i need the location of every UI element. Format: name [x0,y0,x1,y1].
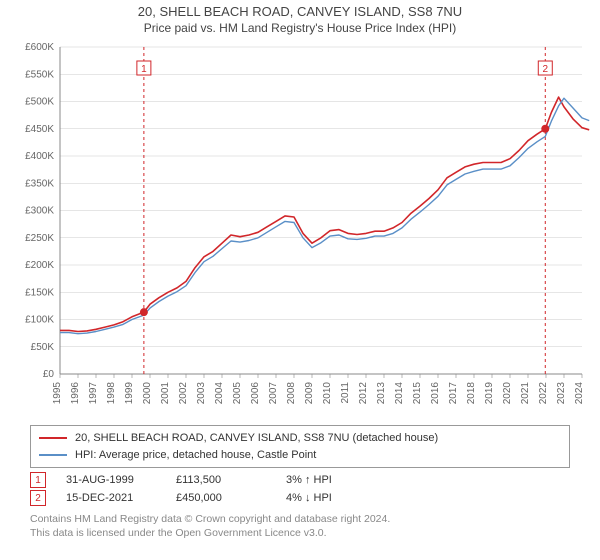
svg-text:2021: 2021 [520,382,531,405]
legend-item: HPI: Average price, detached house, Cast… [39,447,561,464]
legend-swatch [39,437,67,439]
svg-text:2011: 2011 [340,382,351,404]
svg-text:£400K: £400K [25,151,54,162]
svg-text:2023: 2023 [556,382,567,405]
svg-text:£600K: £600K [25,42,54,53]
svg-text:£50K: £50K [31,342,55,353]
chart-title: 20, SHELL BEACH ROAD, CANVEY ISLAND, SS8… [0,0,600,19]
svg-text:1997: 1997 [88,382,99,405]
svg-text:£550K: £550K [25,69,54,80]
chart-container: 20, SHELL BEACH ROAD, CANVEY ISLAND, SS8… [0,0,600,560]
transaction-date: 31-AUG-1999 [66,474,156,486]
transaction-row: 2 15-DEC-2021 £450,000 4% ↓ HPI [30,490,570,506]
svg-text:2000: 2000 [142,382,153,405]
svg-text:2019: 2019 [484,382,495,405]
svg-text:2018: 2018 [466,382,477,405]
svg-text:2002: 2002 [178,382,189,405]
copyright-notice: Contains HM Land Registry data © Crown c… [30,512,570,540]
transaction-badge: 1 [30,472,46,488]
svg-text:1995: 1995 [52,382,63,405]
svg-text:1: 1 [141,64,147,75]
chart-subtitle: Price paid vs. HM Land Registry's House … [0,19,600,39]
transaction-price: £450,000 [176,492,266,504]
svg-text:2003: 2003 [196,382,207,405]
svg-text:£0: £0 [43,369,55,380]
transaction-date: 15-DEC-2021 [66,492,156,504]
svg-text:1996: 1996 [70,382,81,405]
svg-text:£200K: £200K [25,260,54,271]
svg-text:2015: 2015 [412,382,423,405]
svg-text:£500K: £500K [25,97,54,108]
svg-text:2: 2 [542,64,548,75]
svg-text:1998: 1998 [106,382,117,405]
copyright-line: Contains HM Land Registry data © Crown c… [30,512,570,526]
svg-text:2004: 2004 [214,382,225,405]
svg-text:2024: 2024 [574,382,585,405]
svg-text:1999: 1999 [124,382,135,405]
svg-text:2005: 2005 [232,382,243,405]
svg-text:£250K: £250K [25,233,54,244]
svg-text:2016: 2016 [430,382,441,405]
transaction-delta: 3% ↑ HPI [286,474,376,486]
svg-text:£300K: £300K [25,206,54,217]
legend-label: HPI: Average price, detached house, Cast… [75,447,316,464]
svg-text:2001: 2001 [160,382,171,405]
legend: 20, SHELL BEACH ROAD, CANVEY ISLAND, SS8… [30,425,570,468]
svg-text:2014: 2014 [394,382,405,405]
svg-text:2008: 2008 [286,382,297,405]
svg-text:£350K: £350K [25,178,54,189]
transaction-delta: 4% ↓ HPI [286,492,376,504]
legend-label: 20, SHELL BEACH ROAD, CANVEY ISLAND, SS8… [75,430,438,447]
legend-swatch [39,454,67,456]
svg-text:2007: 2007 [268,382,279,405]
line-chart: £0 £50K £100K £150K £200K £250K £300K £350K £400… [10,39,590,419]
svg-text:£150K: £150K [25,287,54,298]
transaction-badge: 2 [30,490,46,506]
legend-item: 20, SHELL BEACH ROAD, CANVEY ISLAND, SS8… [39,430,561,447]
transaction-row: 1 31-AUG-1999 £113,500 3% ↑ HPI [30,472,570,488]
svg-text:2006: 2006 [250,382,261,405]
svg-text:2009: 2009 [304,382,315,405]
transactions-table: 1 31-AUG-1999 £113,500 3% ↑ HPI 2 15-DEC-2021… [0,472,600,506]
svg-text:2020: 2020 [502,382,513,405]
svg-text:2012: 2012 [358,382,369,405]
svg-text:£450K: £450K [25,124,54,135]
chart-plot-area: £0 £50K £100K £150K £200K £250K £300K £350K £400… [10,39,590,419]
svg-text:2022: 2022 [538,382,549,405]
svg-text:2017: 2017 [448,382,459,405]
copyright-line: This data is licensed under the Open Gov… [30,526,570,540]
transaction-price: £113,500 [176,474,266,486]
svg-text:2013: 2013 [376,382,387,405]
svg-text:£100K: £100K [25,315,54,326]
svg-text:2010: 2010 [322,382,333,405]
